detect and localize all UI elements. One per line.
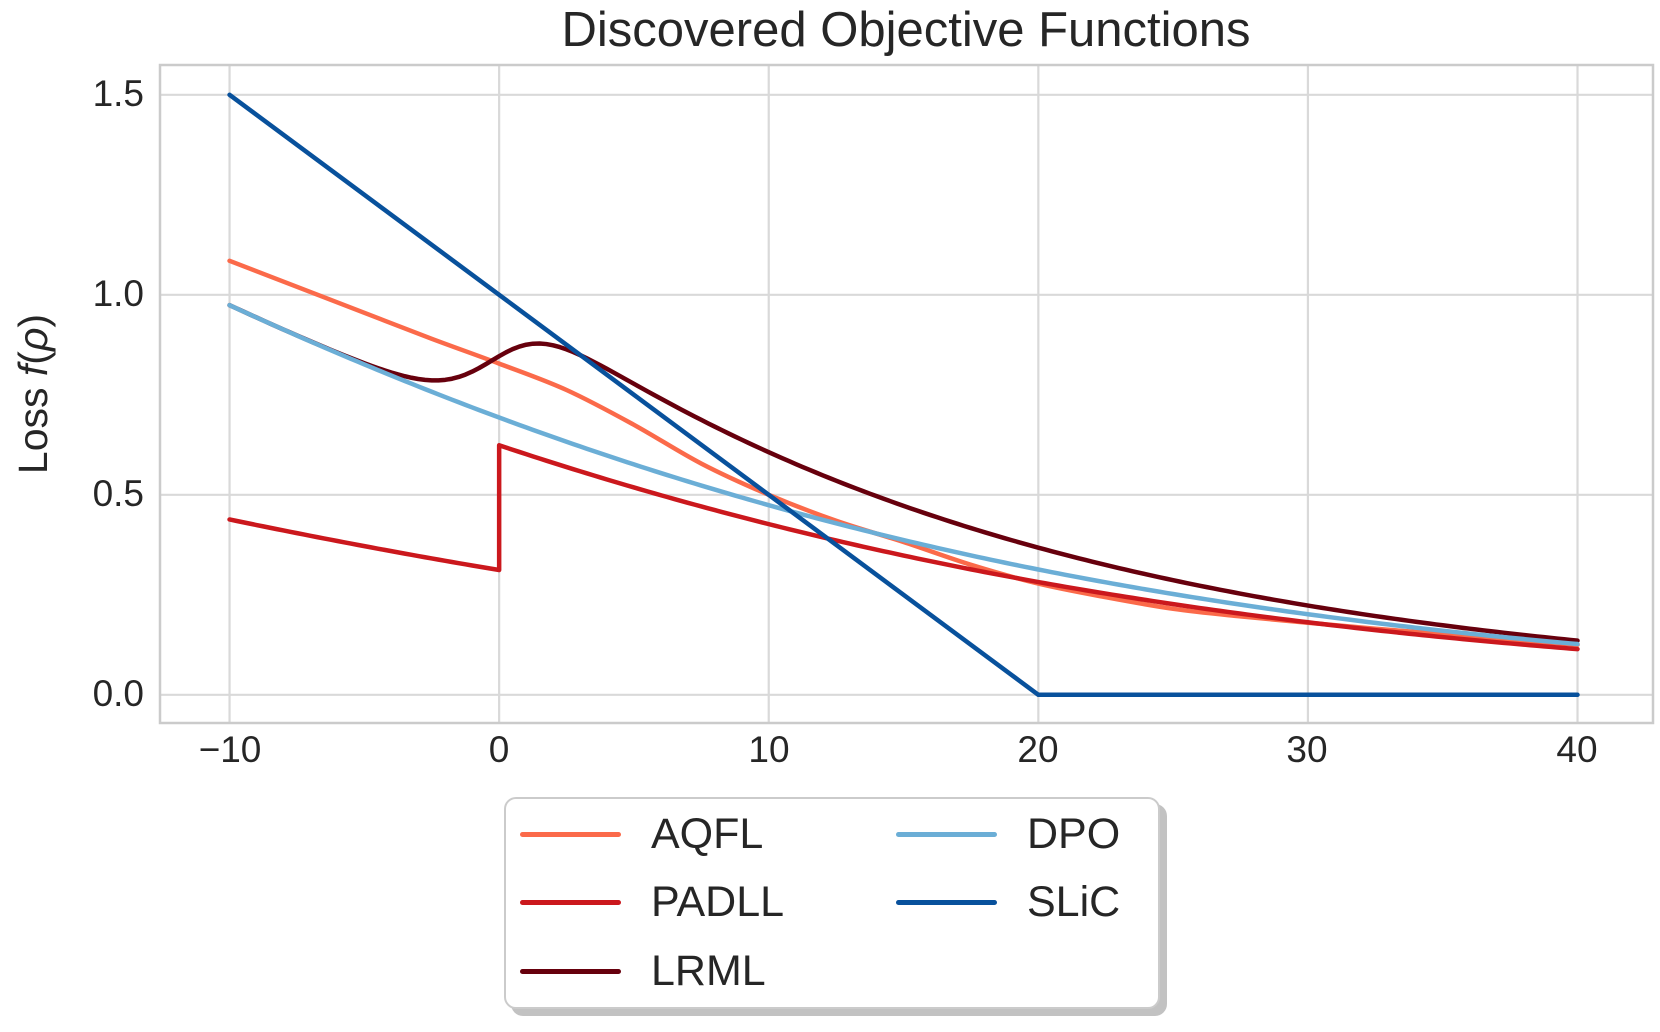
x-tick-30: 30 xyxy=(1286,729,1328,770)
series-line-aqfl xyxy=(227,258,1580,648)
legend-entry-lrml: LRML xyxy=(520,937,784,1006)
y-axis-label-paren-close: ) xyxy=(10,313,56,328)
legend-swatch-aqfl xyxy=(520,831,621,837)
y-axis-label-prefix: Loss xyxy=(10,376,56,475)
legend-entry-aqfl: AQFL xyxy=(520,800,784,869)
y-axis-label-f: f xyxy=(10,364,56,377)
x-tick-20: 20 xyxy=(1017,729,1059,770)
y-tick-0.0: 0.0 xyxy=(92,673,144,715)
series-line-padll xyxy=(227,443,1580,652)
series-line-slic xyxy=(227,92,1580,698)
axes-frame xyxy=(158,63,1655,725)
legend-column-1: AQFL PADLL LRML xyxy=(520,800,784,1006)
legend-swatch-slic xyxy=(896,900,997,906)
x-tick-0: 0 xyxy=(488,729,510,770)
series-line-lrml xyxy=(227,302,1580,643)
y-axis-label-paren-open: ( xyxy=(10,351,56,365)
legend-label-padll: PADLL xyxy=(651,878,785,927)
x-tick-40: 40 xyxy=(1556,729,1598,770)
chart-title: Discovered Objective Functions xyxy=(561,3,1251,57)
legend-label-dpo: DPO xyxy=(1027,809,1121,858)
series-line-dpo xyxy=(227,302,1580,647)
y-axis-label: Loss f(ρ) xyxy=(10,94,66,694)
legend-swatch-padll xyxy=(520,900,621,906)
legend-entry-dpo: DPO xyxy=(896,800,1120,869)
y-tick-1.0: 1.0 xyxy=(92,273,144,315)
legend-entry-padll: PADLL xyxy=(520,869,784,938)
legend-entry-slic: SLiC xyxy=(896,869,1120,938)
legend-label-aqfl: AQFL xyxy=(651,809,764,858)
y-tick-0.5: 0.5 xyxy=(92,473,144,515)
y-tick-1.5: 1.5 xyxy=(92,73,144,115)
y-axis-label-rho: ρ xyxy=(10,327,56,352)
legend-label-slic: SLiC xyxy=(1027,878,1121,927)
legend-box: AQFL PADLL LRML DPO SLiC xyxy=(504,797,1160,1009)
legend-label-lrml: LRML xyxy=(651,946,766,995)
x-tick-neg10: −10 xyxy=(198,729,262,770)
x-tick-10: 10 xyxy=(748,729,790,770)
legend-swatch-lrml xyxy=(520,968,621,974)
legend-swatch-dpo xyxy=(896,831,997,837)
legend-column-2: DPO SLiC xyxy=(896,800,1120,937)
